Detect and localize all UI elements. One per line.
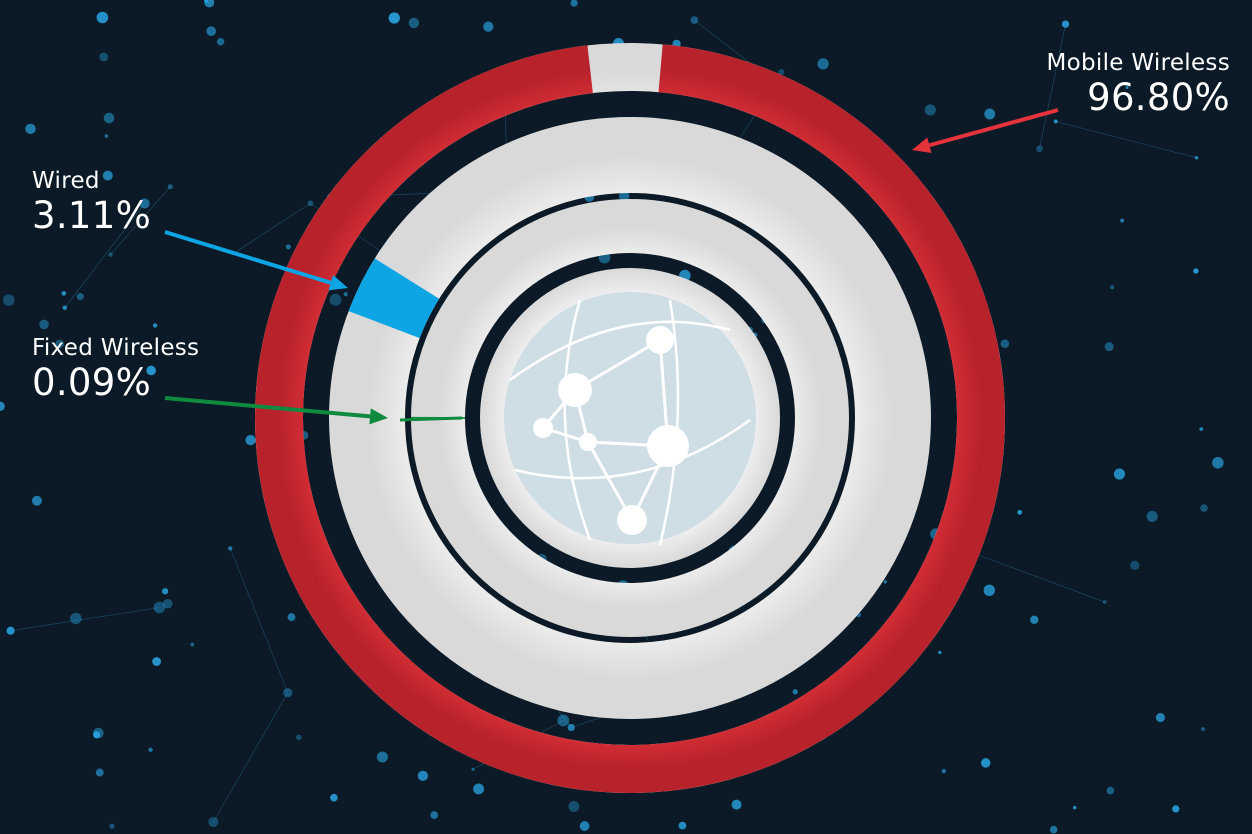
wired-arrow [164, 230, 348, 291]
wired-label: Wired [32, 168, 100, 194]
mobile-wireless-value: 96.80% [1087, 76, 1230, 119]
globe-nodes [533, 326, 689, 535]
globe-network-icon [480, 268, 780, 568]
mobile-wireless-arrow [912, 108, 1059, 153]
wired-value: 3.11% [32, 194, 152, 237]
ring-wired-value-arc [348, 258, 440, 339]
ring-mobile-wireless-value-arc [255, 44, 1005, 793]
fixed-wireless-label: Fixed Wireless [32, 335, 200, 361]
mobile-wireless-label: Mobile Wireless [1046, 50, 1230, 76]
network-nodes [0, 0, 1224, 834]
fixed-wireless-marker [399, 416, 463, 422]
fixed-wireless-value: 0.09% [32, 361, 152, 404]
fixed-wireless-arrow [164, 396, 388, 425]
ring-mobile-wireless [255, 43, 1005, 793]
